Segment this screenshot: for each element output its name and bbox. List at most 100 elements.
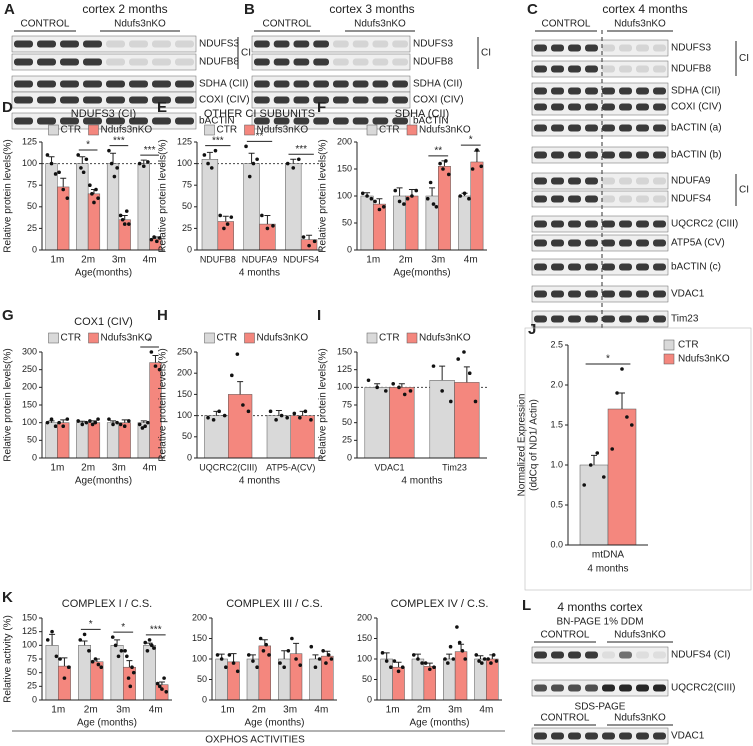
bar xyxy=(443,658,456,701)
data-point xyxy=(116,654,121,659)
y-tick-label: 25 xyxy=(182,223,192,233)
data-point xyxy=(494,659,499,663)
legend-swatch xyxy=(88,124,99,136)
y-tick-label: 300 xyxy=(22,346,37,356)
data-point xyxy=(61,187,66,192)
blot-band xyxy=(175,80,194,88)
data-point xyxy=(112,174,117,179)
data-point xyxy=(474,653,479,657)
blot-band xyxy=(534,87,547,95)
blot-band xyxy=(653,239,666,247)
row-label: SDHA (CII) xyxy=(413,79,462,90)
data-point xyxy=(202,153,207,157)
x-tick-label: VDAC1 xyxy=(374,462,404,472)
blot-band xyxy=(602,44,615,52)
blot-band xyxy=(392,58,408,66)
error-bar xyxy=(293,642,300,654)
blot-band xyxy=(568,239,581,247)
y-tick-label: 75 xyxy=(182,180,192,190)
blot-band xyxy=(636,177,649,185)
row-label: VDAC1 xyxy=(671,731,705,742)
legend-swatch xyxy=(406,332,418,344)
blot-subtitle: BN-PAGE 1% DDM xyxy=(556,617,643,628)
x-axis-label: Age (months) xyxy=(409,718,469,729)
data-point xyxy=(241,403,245,407)
blot-band xyxy=(602,195,615,203)
bar xyxy=(389,387,415,459)
data-point xyxy=(286,649,291,653)
y-tick-label: 75 xyxy=(27,653,37,663)
data-point xyxy=(414,188,419,193)
row-label: NDUFS4 (CI) xyxy=(671,650,730,661)
data-point xyxy=(61,424,66,429)
error-bar xyxy=(140,159,147,164)
blot-band xyxy=(551,177,564,185)
significance: *** xyxy=(212,135,224,146)
blot-band xyxy=(534,315,547,323)
significance: *** xyxy=(150,625,162,636)
row-label: NDUFS3 xyxy=(413,39,453,50)
panel-frame xyxy=(524,327,752,591)
blot-band xyxy=(653,315,666,323)
blot-band xyxy=(83,117,102,125)
blot-band xyxy=(551,44,564,52)
data-point xyxy=(66,665,71,669)
x-tick-label: NDUFS4 xyxy=(283,254,319,264)
blot-band xyxy=(37,80,56,88)
row-label: NDUFS3 xyxy=(199,39,239,50)
row-label: NDUFS4 xyxy=(671,194,711,205)
blot-band xyxy=(83,96,102,104)
row-label: COXI (CIV) xyxy=(199,95,250,106)
data-point xyxy=(107,148,111,153)
data-point xyxy=(82,632,87,637)
blot-band xyxy=(653,151,666,159)
data-point xyxy=(57,420,61,425)
data-point xyxy=(261,649,266,653)
blot-strip xyxy=(531,310,669,328)
blot-band xyxy=(152,58,171,66)
blot-band xyxy=(551,124,564,132)
data-point xyxy=(49,161,54,166)
blot-band xyxy=(14,80,33,88)
blot-band xyxy=(636,151,649,159)
blot-band xyxy=(619,65,632,73)
blot-strip xyxy=(531,98,669,116)
row-label: NDUFS3 xyxy=(671,43,711,54)
error-bar xyxy=(619,392,625,409)
data-point xyxy=(428,667,432,672)
row-label: bACTIN (b) xyxy=(671,150,722,161)
data-point xyxy=(96,662,101,667)
blot-band xyxy=(619,684,632,692)
blot-band xyxy=(37,40,56,48)
data-point xyxy=(268,409,273,414)
blot-band xyxy=(653,684,666,692)
section-label: SDS-PAGE xyxy=(575,702,626,713)
legend-swatch xyxy=(48,332,59,344)
bar xyxy=(217,221,234,251)
data-point xyxy=(420,661,424,665)
blot-band xyxy=(273,58,290,66)
data-point xyxy=(365,194,369,198)
data-point xyxy=(57,170,61,175)
blot-band xyxy=(14,117,33,125)
group-label: Ndufs3nKO xyxy=(354,19,406,30)
data-point xyxy=(206,161,210,166)
data-point xyxy=(285,415,289,420)
data-point xyxy=(45,420,50,425)
data-point xyxy=(246,409,251,414)
legend-swatch xyxy=(48,124,59,136)
blot-strip xyxy=(11,91,197,109)
error-bar xyxy=(376,198,383,205)
y-axis-label: Normalized Expression xyxy=(517,394,528,497)
blot-band xyxy=(568,124,581,132)
error-bar xyxy=(79,420,86,423)
data-point xyxy=(397,199,402,204)
bar xyxy=(243,163,260,251)
row-label: Tim23 xyxy=(671,314,699,325)
blot-band xyxy=(273,117,290,125)
significance: ** xyxy=(256,131,264,142)
data-point xyxy=(147,638,152,642)
blot-band xyxy=(636,195,649,203)
error-bar xyxy=(312,654,319,659)
